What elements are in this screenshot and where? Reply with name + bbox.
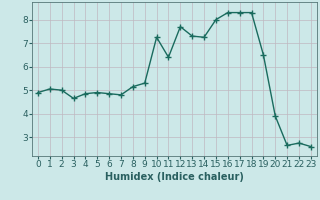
X-axis label: Humidex (Indice chaleur): Humidex (Indice chaleur) bbox=[105, 172, 244, 182]
